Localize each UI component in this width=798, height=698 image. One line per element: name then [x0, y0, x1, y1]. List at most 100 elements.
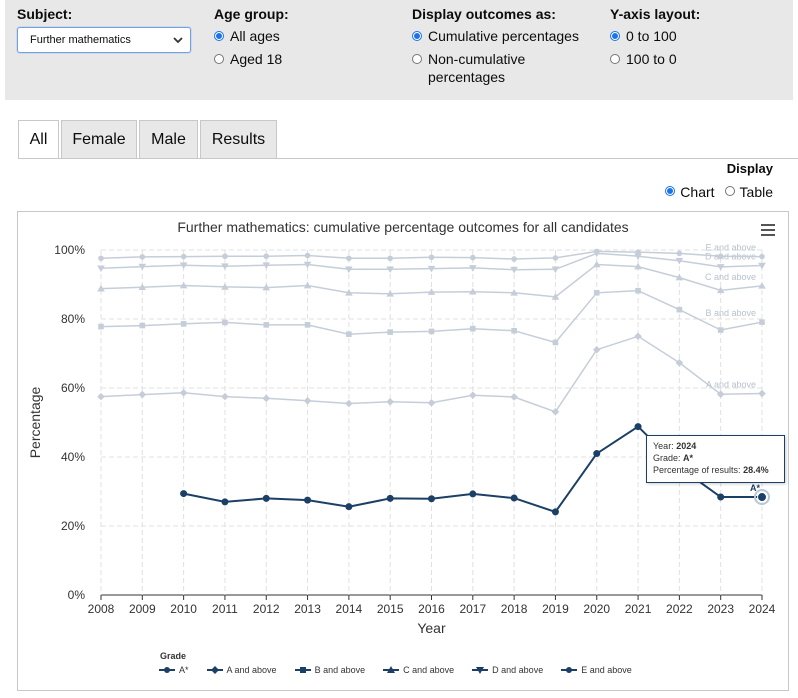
radio-button-selected[interactable] — [412, 31, 422, 41]
radio-button[interactable] — [412, 54, 422, 64]
data-point — [592, 260, 601, 268]
outcomes-option-non-cumulative[interactable]: Non-cumulative percentages — [412, 50, 562, 90]
tooltip-grade-label: Grade: — [653, 453, 681, 463]
display-outcomes-filter-label: Display outcomes as: — [412, 6, 556, 22]
data-point — [179, 389, 188, 397]
data-point — [221, 392, 229, 401]
display-option-chart[interactable]: Chart — [665, 183, 715, 201]
y-tick-label: 40% — [61, 450, 85, 464]
radio-button[interactable] — [610, 54, 620, 64]
tab-male[interactable]: Male — [139, 120, 198, 158]
tab-results[interactable]: Results — [200, 120, 277, 158]
legend-item[interactable]: A and above — [206, 665, 277, 675]
data-point — [180, 490, 188, 498]
data-point — [345, 503, 353, 511]
data-point — [470, 325, 476, 332]
data-point — [304, 496, 312, 504]
data-point — [551, 408, 560, 416]
age-group-option-label: All ages — [230, 28, 280, 44]
data-point — [222, 319, 228, 326]
legend-item[interactable]: A* — [159, 665, 189, 675]
tab-female[interactable]: Female — [61, 120, 137, 158]
data-point — [139, 322, 146, 329]
y-axis-label: Percentage — [27, 386, 43, 458]
data-point — [634, 423, 642, 431]
data-point — [716, 264, 725, 271]
age-group-option-18[interactable]: Aged 18 — [214, 50, 289, 73]
data-point — [221, 263, 229, 271]
y-axis-option-100-0[interactable]: 100 to 0 — [610, 50, 700, 73]
data-point — [346, 331, 352, 337]
y-tick-label: 20% — [61, 519, 85, 533]
data-point — [427, 399, 436, 407]
series-end-label: C and above — [705, 272, 756, 282]
x-tick-label: 2023 — [707, 602, 734, 616]
chart-title: Further mathematics: cumulative percenta… — [177, 219, 629, 235]
display-option-table[interactable]: Table — [724, 183, 773, 201]
legend-symbol-icon — [159, 667, 175, 673]
display-label: Display — [726, 161, 773, 176]
tooltip-pct: 28.4% — [743, 465, 769, 475]
y-axis-option-label: 0 to 100 — [626, 28, 677, 44]
display-option-label: Chart — [680, 184, 715, 200]
age-group-filter: Age group: All ages Aged 18 — [214, 6, 289, 73]
data-point — [717, 327, 724, 333]
data-point — [759, 253, 765, 260]
data-point — [551, 266, 560, 274]
data-point — [552, 255, 559, 261]
data-point — [676, 250, 683, 257]
data-point — [593, 289, 600, 296]
series-end-label: A and above — [706, 380, 756, 390]
data-point — [592, 345, 601, 354]
data-point — [552, 339, 559, 346]
x-tick-label: 2020 — [583, 602, 610, 616]
outcomes-option-label: Cumulative percentages — [428, 28, 579, 44]
radio-button-selected[interactable] — [610, 31, 620, 41]
x-tick-label: 2021 — [625, 602, 652, 616]
data-point — [263, 253, 270, 260]
data-point — [386, 398, 394, 406]
data-point — [716, 390, 725, 399]
x-tick-label: 2012 — [253, 602, 280, 616]
data-point — [469, 490, 477, 498]
age-group-option-all[interactable]: All ages — [214, 27, 289, 50]
data-point — [263, 322, 270, 328]
subject-select[interactable]: Further mathematics — [17, 27, 191, 53]
legend-label: D and above — [492, 665, 544, 675]
radio-button-selected[interactable] — [665, 186, 676, 196]
chart-container: 0% 20% 40% 60% 80% 100% 2008 2009 2010 2011 2012 20… — [17, 211, 789, 691]
outcomes-option-cumulative[interactable]: Cumulative percentages — [412, 27, 579, 50]
radio-button[interactable] — [214, 54, 224, 64]
data-point — [179, 262, 188, 269]
tooltip-grade: A* — [683, 453, 694, 463]
legend-label: A and above — [226, 665, 277, 675]
subject-filter: Subject: Further mathematics — [17, 6, 191, 53]
menu-icon[interactable] — [761, 224, 775, 236]
radio-button-selected[interactable] — [214, 31, 224, 41]
y-axis-option-0-100[interactable]: 0 to 100 — [610, 27, 700, 50]
data-point — [551, 508, 559, 516]
tab-all[interactable]: All — [18, 120, 59, 159]
data-point — [635, 249, 641, 255]
tooltip-year: 2024 — [676, 441, 697, 451]
data-point — [98, 255, 104, 262]
legend-item[interactable]: E and above — [561, 665, 632, 675]
data-point — [345, 399, 353, 408]
data-point — [221, 283, 229, 290]
legend-symbol-icon — [206, 666, 223, 674]
tooltip-year-label: Year: — [653, 441, 674, 451]
x-tick-label: 2013 — [294, 602, 321, 616]
tab-bar: All Female Male Results — [18, 120, 279, 159]
data-point — [98, 323, 104, 330]
data-point — [262, 262, 271, 269]
legend-item[interactable]: C and above — [383, 665, 454, 675]
chart-tooltip: Year: 2024 Grade: A* Percentage of resul… — [646, 435, 785, 483]
series-end-label: A* — [750, 483, 760, 493]
legend-symbol-icon — [472, 667, 489, 674]
radio-button[interactable] — [724, 186, 735, 196]
legend-item[interactable]: B and above — [294, 665, 365, 675]
data-point — [97, 392, 105, 401]
data-point — [717, 493, 725, 501]
legend-item[interactable]: D and above — [472, 665, 543, 675]
data-point — [139, 254, 146, 260]
